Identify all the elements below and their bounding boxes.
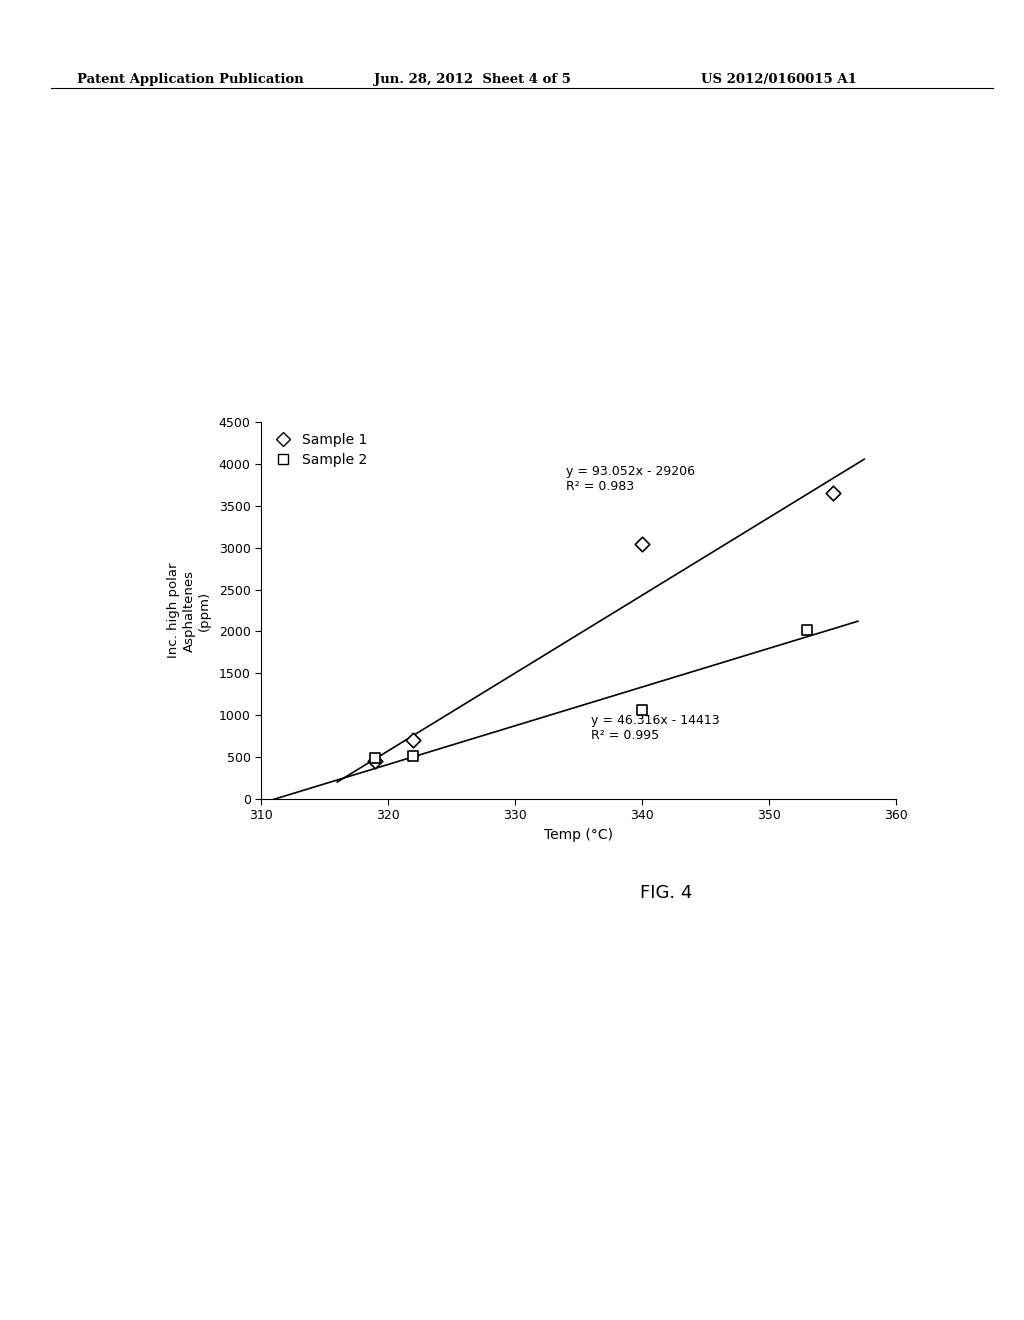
Point xyxy=(634,700,650,721)
Text: Jun. 28, 2012  Sheet 4 of 5: Jun. 28, 2012 Sheet 4 of 5 xyxy=(374,73,570,86)
Point xyxy=(368,750,384,771)
Text: Patent Application Publication: Patent Application Publication xyxy=(77,73,303,86)
Text: FIG. 4: FIG. 4 xyxy=(640,884,692,903)
Text: US 2012/0160015 A1: US 2012/0160015 A1 xyxy=(701,73,857,86)
Point xyxy=(406,730,422,751)
Legend: Sample 1, Sample 2: Sample 1, Sample 2 xyxy=(274,433,368,467)
Text: y = 93.052x - 29206
R² = 0.983: y = 93.052x - 29206 R² = 0.983 xyxy=(566,465,695,494)
Point xyxy=(799,619,815,640)
Text: y = 46.316x - 14413
R² = 0.995: y = 46.316x - 14413 R² = 0.995 xyxy=(591,714,720,742)
Point xyxy=(634,533,650,554)
Point xyxy=(824,483,841,504)
X-axis label: Temp (°C): Temp (°C) xyxy=(544,828,613,842)
Point xyxy=(368,748,384,770)
Point xyxy=(406,746,422,767)
Y-axis label: Inc. high polar
Asphaltenes
(ppm): Inc. high polar Asphaltenes (ppm) xyxy=(168,562,211,659)
